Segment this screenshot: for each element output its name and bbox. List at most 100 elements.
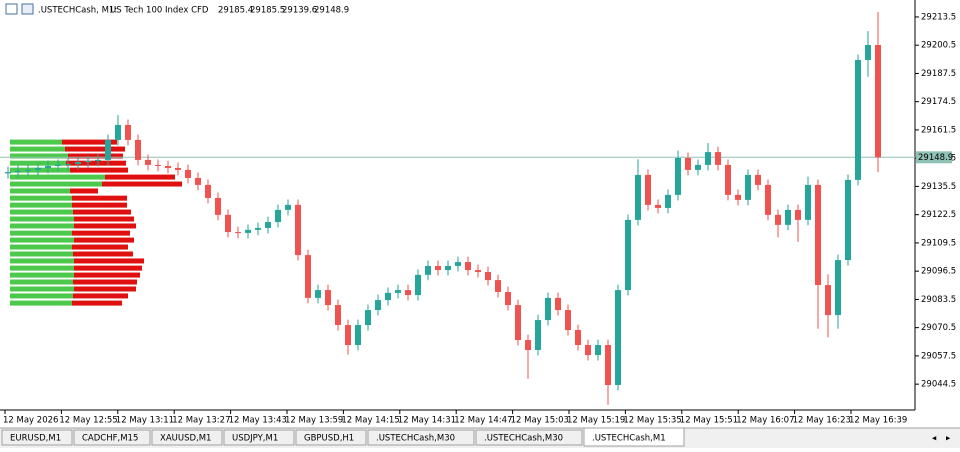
candle-body <box>365 310 371 326</box>
candle-body <box>255 227 261 230</box>
y-tick-label: 29187.5 <box>921 69 956 79</box>
x-tick-label: 12 May 15:03 <box>511 416 569 426</box>
profile-sell <box>105 174 175 180</box>
scroll-left[interactable]: ◂ <box>932 434 937 444</box>
profile-buy <box>10 153 68 159</box>
tab-label[interactable]: XAUUSD,M1 <box>160 434 211 444</box>
candle-body <box>65 164 71 166</box>
description: US Tech 100 Index CFD <box>110 6 209 16</box>
header-ohlc: 29185.5 <box>250 6 285 16</box>
x-tick-label: 12 May 16:23 <box>793 416 851 426</box>
candle-body <box>35 167 41 170</box>
profile-sell <box>74 272 140 278</box>
tab[interactable] <box>1 429 73 446</box>
candle-body <box>85 161 91 163</box>
candle-body <box>195 177 201 185</box>
candle-body <box>205 184 211 198</box>
x-tick-label: 12 May 13:59 <box>285 416 343 426</box>
chart-icon[interactable] <box>21 3 34 15</box>
candle-body <box>5 172 11 174</box>
candle-body <box>745 174 751 200</box>
profile-sell <box>74 223 136 229</box>
scroll-right[interactable]: ▸ <box>946 434 951 444</box>
profile-sell <box>70 167 128 173</box>
profile-sell <box>72 195 127 201</box>
candle-body <box>765 184 771 215</box>
profile-buy <box>10 167 70 173</box>
candle-body <box>25 169 31 171</box>
candle-body <box>545 297 551 321</box>
y-tick-label: 29096.5 <box>921 267 956 277</box>
y-tick-label: 29174.5 <box>921 97 956 107</box>
tab[interactable] <box>475 429 583 446</box>
candle-body <box>135 139 141 160</box>
y-tick-label: 29213.5 <box>921 12 956 22</box>
candle-body <box>385 292 391 301</box>
candle-body <box>485 272 491 281</box>
candle-body <box>335 305 341 326</box>
tab[interactable] <box>295 429 367 446</box>
profile-sell <box>74 237 134 243</box>
tab[interactable] <box>151 429 223 446</box>
profile-buy <box>10 202 72 208</box>
profile-sell <box>73 209 131 215</box>
candle-body <box>535 320 541 351</box>
profile-buy <box>10 181 102 187</box>
tab-label[interactable]: EURUSD,M1 <box>10 434 61 444</box>
candle-body <box>845 179 851 261</box>
x-tick-label: 12 May 16:07 <box>736 416 794 426</box>
y-tick-label: 29070.5 <box>921 323 956 333</box>
tab[interactable] <box>223 429 295 446</box>
candle-body <box>395 290 401 293</box>
x-tick-label: 12 May 13:27 <box>172 416 230 426</box>
candle-body <box>695 164 701 170</box>
y-tick-label: 29161.5 <box>921 125 956 135</box>
profile-buy <box>10 251 73 257</box>
tab[interactable] <box>367 429 475 446</box>
candle-body <box>625 219 631 291</box>
profile-sell <box>74 265 142 271</box>
candle-body <box>575 330 581 346</box>
candle-body <box>435 265 441 271</box>
candle-body <box>775 214 781 225</box>
candle-body <box>285 204 291 210</box>
x-tick-label: 12 May 15:35 <box>623 416 681 426</box>
x-tick-label: 12 May 14:15 <box>341 416 399 426</box>
profile-buy <box>10 174 105 180</box>
tab-label[interactable]: .USTECHCash,M30 <box>484 434 563 444</box>
candle-body <box>595 345 601 356</box>
profile-sell <box>74 216 134 222</box>
candle-body <box>805 184 811 220</box>
tab-label[interactable]: USDJPY,M1 <box>232 434 278 444</box>
candle-body <box>425 265 431 275</box>
candle-body <box>505 292 511 306</box>
profile-buy <box>10 237 74 243</box>
profile-buy <box>10 195 72 201</box>
menu-icon[interactable] <box>5 3 18 15</box>
candle-body <box>125 124 131 140</box>
y-tick-label: 29057.5 <box>921 351 956 361</box>
candle-body <box>615 290 621 386</box>
candle-body <box>115 124 121 140</box>
header-ohlc: 29185.4 <box>218 6 253 16</box>
profile-buy <box>10 279 73 285</box>
candle-body <box>685 157 691 170</box>
y-tick-label: 29044.5 <box>921 380 956 390</box>
profile-sell <box>74 258 144 264</box>
profile-buy <box>10 209 73 215</box>
candle-body <box>175 167 181 170</box>
tab-label[interactable]: GBPUSD,H1 <box>304 434 354 444</box>
candle-body <box>235 232 241 234</box>
x-tick-label: 12 May 2026 <box>3 416 58 426</box>
candle-body <box>155 164 161 166</box>
profile-sell <box>72 300 122 306</box>
candle-body <box>645 174 651 205</box>
tab[interactable] <box>73 429 151 446</box>
candle-body <box>455 262 461 266</box>
tab-label[interactable]: .USTECHCash,M1 <box>592 434 666 444</box>
tab[interactable] <box>583 427 685 447</box>
candle-body <box>375 300 381 311</box>
tab-label[interactable]: CADCHF,M15 <box>82 434 138 444</box>
tab-label[interactable]: .USTECHCash,M30 <box>376 434 455 444</box>
